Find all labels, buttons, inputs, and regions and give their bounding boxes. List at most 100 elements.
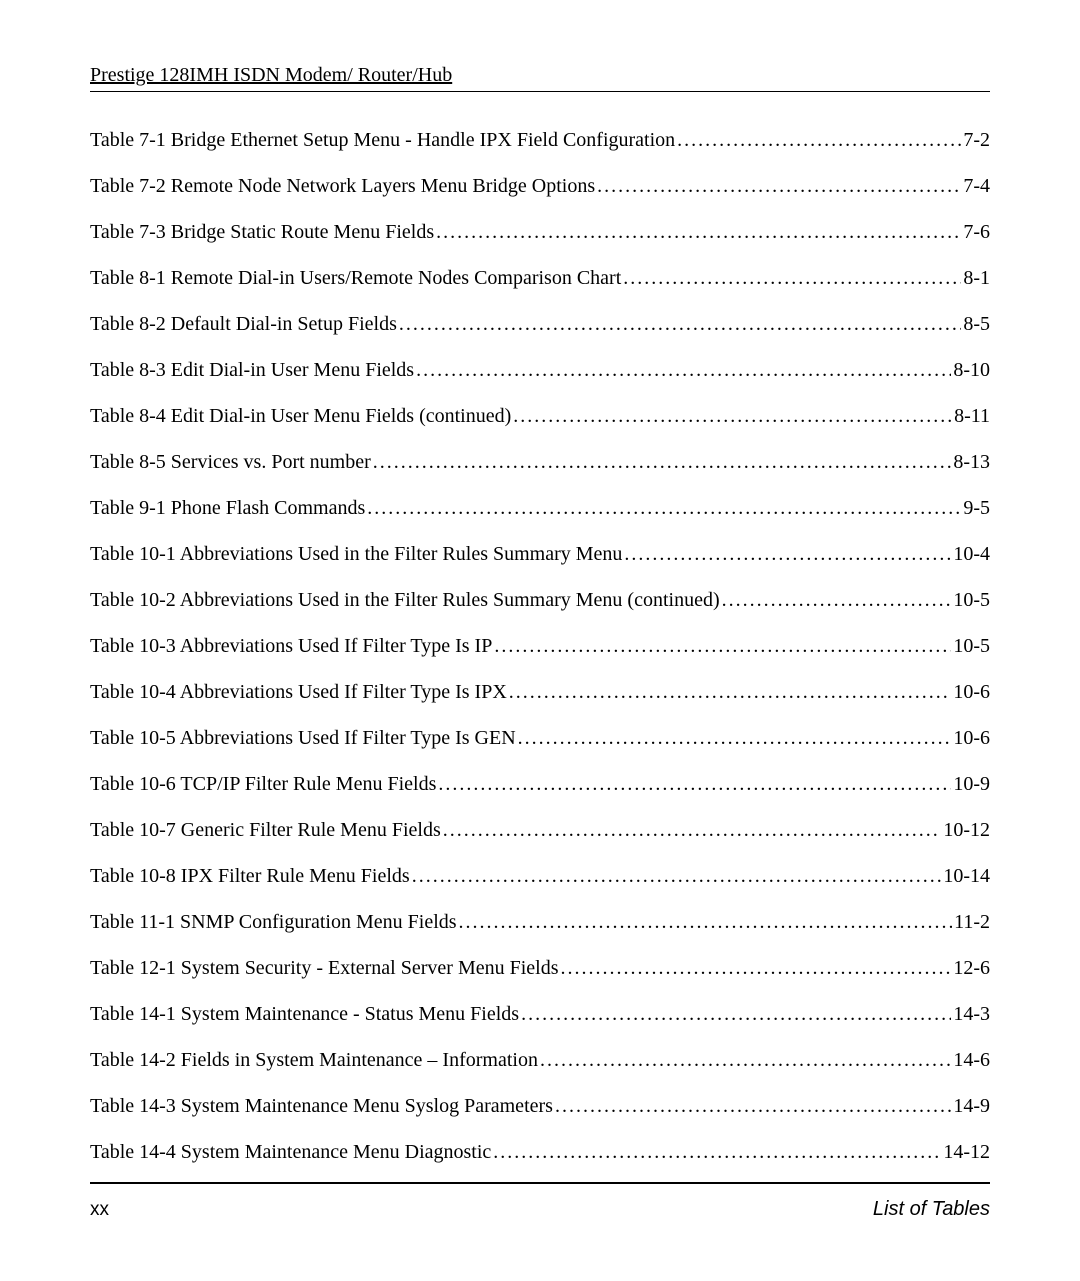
toc-entry-title: Table 11-1 SNMP Configuration Menu Field…: [90, 912, 457, 932]
toc-leader-dots: [521, 1004, 951, 1024]
footer-rule: [90, 1182, 990, 1184]
toc-entry-title: Table 8-2 Default Dial-in Setup Fields: [90, 314, 397, 334]
toc-leader-dots: [597, 176, 961, 196]
toc-entry-page: 7-2: [963, 130, 990, 150]
toc-leader-dots: [399, 314, 961, 334]
toc-entry-page: 8-10: [953, 360, 990, 380]
toc-entry-title: Table 7-1 Bridge Ethernet Setup Menu - H…: [90, 130, 675, 150]
toc-leader-dots: [624, 544, 951, 564]
toc-entry: Table 14-2 Fields in System Maintenance …: [90, 1050, 990, 1070]
toc-leader-dots: [513, 406, 952, 426]
toc-leader-dots: [623, 268, 961, 288]
document-page: Prestige 128IMH ISDN Modem/ Router/Hub T…: [0, 0, 1080, 1162]
toc-entry-title: Table 10-2 Abbreviations Used in the Fil…: [90, 590, 720, 610]
toc-entry: Table 10-3 Abbreviations Used If Filter …: [90, 636, 990, 656]
toc-entry: Table 9-1 Phone Flash Commands 9-5: [90, 498, 990, 518]
toc-entry: Table 7-2 Remote Node Network Layers Men…: [90, 176, 990, 196]
toc-entry-page: 14-9: [953, 1096, 990, 1116]
toc-entry-title: Table 8-3 Edit Dial-in User Menu Fields: [90, 360, 414, 380]
toc-entry: Table 10-4 Abbreviations Used If Filter …: [90, 682, 990, 702]
toc-entry-title: Table 8-4 Edit Dial-in User Menu Fields …: [90, 406, 511, 426]
toc-entry-page: 7-6: [963, 222, 990, 242]
toc-leader-dots: [367, 498, 961, 518]
toc-entry-page: 10-9: [953, 774, 990, 794]
toc-entry: Table 10-6 TCP/IP Filter Rule Menu Field…: [90, 774, 990, 794]
toc-entry-title: Table 12-1 System Security - External Se…: [90, 958, 559, 978]
toc-entry-page: 14-12: [943, 1142, 990, 1162]
toc-entry-title: Table 10-7 Generic Filter Rule Menu Fiel…: [90, 820, 441, 840]
toc-entry: Table 14-1 System Maintenance - Status M…: [90, 1004, 990, 1024]
toc-entry-page: 8-5: [963, 314, 990, 334]
toc-entry-page: 12-6: [953, 958, 990, 978]
toc-entry-page: 10-5: [953, 590, 990, 610]
toc-entry: Table 8-5 Services vs. Port number 8-13: [90, 452, 990, 472]
toc-entry-page: 8-1: [963, 268, 990, 288]
toc-entry-title: Table 10-1 Abbreviations Used in the Fil…: [90, 544, 622, 564]
toc-leader-dots: [412, 866, 942, 886]
footer-row: xx List of Tables: [90, 1198, 990, 1221]
toc-entry: Table 8-4 Edit Dial-in User Menu Fields …: [90, 406, 990, 426]
toc-entry: Table 8-2 Default Dial-in Setup Fields 8-…: [90, 314, 990, 334]
toc-leader-dots: [438, 774, 951, 794]
toc-leader-dots: [677, 130, 961, 150]
toc-entry-page: 10-6: [953, 728, 990, 748]
toc-entry: Table 10-1 Abbreviations Used in the Fil…: [90, 544, 990, 564]
toc-entry: Table 14-4 System Maintenance Menu Diagn…: [90, 1142, 990, 1162]
page-header: Prestige 128IMH ISDN Modem/ Router/Hub: [90, 64, 990, 92]
toc-entry-page: 10-5: [953, 636, 990, 656]
toc-entry-page: 10-12: [943, 820, 990, 840]
footer-section-label: List of Tables: [873, 1198, 990, 1221]
toc-entry-page: 11-2: [954, 912, 990, 932]
toc-entry-title: Table 10-8 IPX Filter Rule Menu Fields: [90, 866, 410, 886]
toc-leader-dots: [722, 590, 952, 610]
toc-leader-dots: [561, 958, 952, 978]
toc-entry: Table 7-3 Bridge Static Route Menu Field…: [90, 222, 990, 242]
toc-leader-dots: [494, 636, 951, 656]
toc-entry-title: Table 10-5 Abbreviations Used If Filter …: [90, 728, 516, 748]
toc-entry: Table 10-7 Generic Filter Rule Menu Fiel…: [90, 820, 990, 840]
toc-leader-dots: [509, 682, 952, 702]
toc-entry-title: Table 8-5 Services vs. Port number: [90, 452, 371, 472]
toc-entry: Table 11-1 SNMP Configuration Menu Field…: [90, 912, 990, 932]
toc-entry-title: Table 8-1 Remote Dial-in Users/Remote No…: [90, 268, 621, 288]
toc-entry-page: 7-4: [963, 176, 990, 196]
toc-entry-title: Table 10-4 Abbreviations Used If Filter …: [90, 682, 507, 702]
toc-entry-title: Table 14-3 System Maintenance Menu Syslo…: [90, 1096, 553, 1116]
page-footer: xx List of Tables: [90, 1182, 990, 1221]
toc-entry-page: 10-6: [953, 682, 990, 702]
toc-entry-title: Table 7-2 Remote Node Network Layers Men…: [90, 176, 595, 196]
toc-entry-page: 10-4: [953, 544, 990, 564]
toc-entry-page: 8-13: [953, 452, 990, 472]
toc-entry: Table 14-3 System Maintenance Menu Syslo…: [90, 1096, 990, 1116]
toc-entry-page: 9-5: [963, 498, 990, 518]
toc-entry-page: 8-11: [954, 406, 990, 426]
toc-leader-dots: [436, 222, 961, 242]
page-number: xx: [90, 1199, 109, 1221]
toc-entry: Table 7-1 Bridge Ethernet Setup Menu - H…: [90, 130, 990, 150]
toc-leader-dots: [540, 1050, 951, 1070]
toc-leader-dots: [459, 912, 953, 932]
toc-entry-title: Table 14-4 System Maintenance Menu Diagn…: [90, 1142, 491, 1162]
toc-entry-page: 10-14: [943, 866, 990, 886]
toc-entry-title: Table 10-3 Abbreviations Used If Filter …: [90, 636, 492, 656]
toc-leader-dots: [493, 1142, 941, 1162]
toc-leader-dots: [443, 820, 942, 840]
toc-entry: Table 8-3 Edit Dial-in User Menu Fields 8…: [90, 360, 990, 380]
toc-leader-dots: [555, 1096, 951, 1116]
toc-leader-dots: [373, 452, 952, 472]
toc-entry-title: Table 10-6 TCP/IP Filter Rule Menu Field…: [90, 774, 436, 794]
toc-entry: Table 10-2 Abbreviations Used in the Fil…: [90, 590, 990, 610]
toc-leader-dots: [416, 360, 951, 380]
toc-entry-title: Table 9-1 Phone Flash Commands: [90, 498, 365, 518]
toc-entry: Table 8-1 Remote Dial-in Users/Remote No…: [90, 268, 990, 288]
header-title: Prestige 128IMH ISDN Modem/ Router/Hub: [90, 64, 452, 86]
toc-entry: Table 10-8 IPX Filter Rule Menu Fields 10…: [90, 866, 990, 886]
toc-entry-page: 14-3: [953, 1004, 990, 1024]
table-of-contents: Table 7-1 Bridge Ethernet Setup Menu - H…: [90, 130, 990, 1162]
toc-leader-dots: [518, 728, 952, 748]
toc-entry-title: Table 14-2 Fields in System Maintenance …: [90, 1050, 538, 1070]
toc-entry-title: Table 7-3 Bridge Static Route Menu Field…: [90, 222, 434, 242]
toc-entry: Table 10-5 Abbreviations Used If Filter …: [90, 728, 990, 748]
toc-entry-title: Table 14-1 System Maintenance - Status M…: [90, 1004, 519, 1024]
toc-entry-page: 14-6: [953, 1050, 990, 1070]
